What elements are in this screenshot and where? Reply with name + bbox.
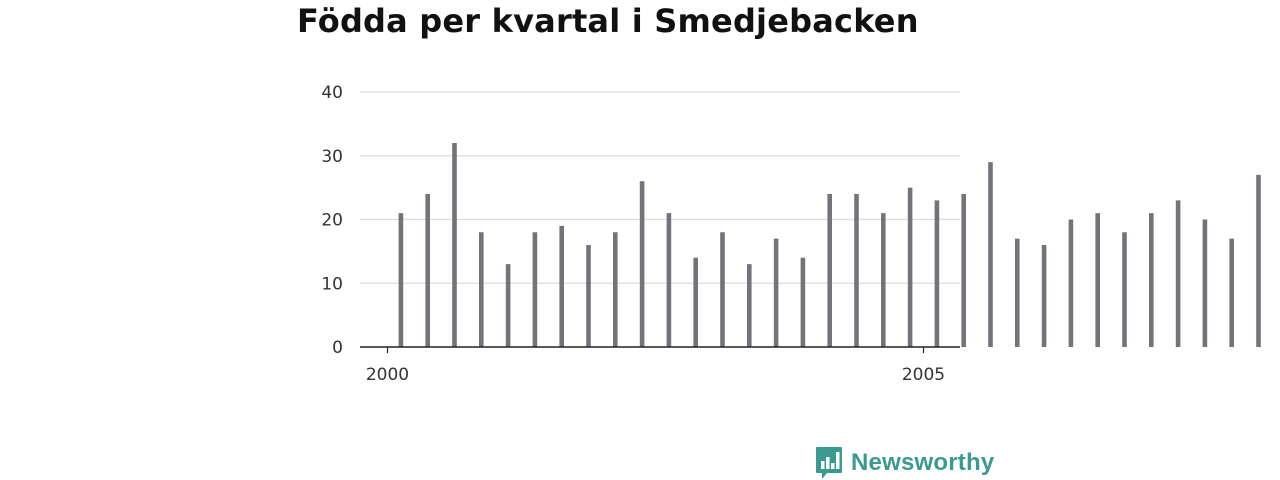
y-tick-label: 20 [321,211,343,231]
grid-lines [360,91,960,284]
x-tick-label: 2000 [366,365,409,385]
bar [1202,219,1208,347]
brand-name: Newsworthy [851,449,995,476]
bar [934,200,940,348]
y-tick-label: 30 [321,147,343,167]
bar [1122,232,1127,347]
brand-logo: Newsworthy [815,446,994,480]
bar [827,194,832,347]
bar [559,225,564,348]
bar [425,194,430,347]
bar [693,257,698,347]
bar [532,232,538,347]
bars [398,143,1261,348]
bar [1041,245,1047,347]
bar [747,264,752,348]
bar [1015,238,1020,348]
bar [1229,238,1234,348]
y-tick-label: 10 [321,274,343,294]
bar [586,245,591,347]
bar [452,143,457,347]
bar [505,264,511,348]
bar [1149,213,1154,348]
bar [639,181,645,347]
bar [613,232,618,347]
bar [961,194,966,347]
bar [666,213,672,348]
bar [720,232,725,347]
y-axis-tick-labels: 0 10 20 30 40 [321,83,343,358]
bar [773,238,779,348]
bar [398,213,404,348]
bar [479,232,484,347]
y-tick-label: 40 [321,83,343,103]
x-axis [360,346,960,353]
x-axis-tick-labels: 200020052010201520202025 [366,365,945,385]
bar [1256,174,1261,348]
x-tick-label: 2005 [902,365,945,385]
bar [800,257,806,347]
bar [1095,213,1100,348]
chart-title: Födda per kvartal i Smedjebacken [297,2,919,40]
bar [881,213,886,348]
bar [1068,219,1074,347]
bar [907,187,913,348]
bar-chart-logo-icon [816,447,842,479]
y-tick-label: 0 [332,338,343,358]
bar [854,194,859,347]
bar [1175,200,1181,348]
bar [988,162,993,348]
